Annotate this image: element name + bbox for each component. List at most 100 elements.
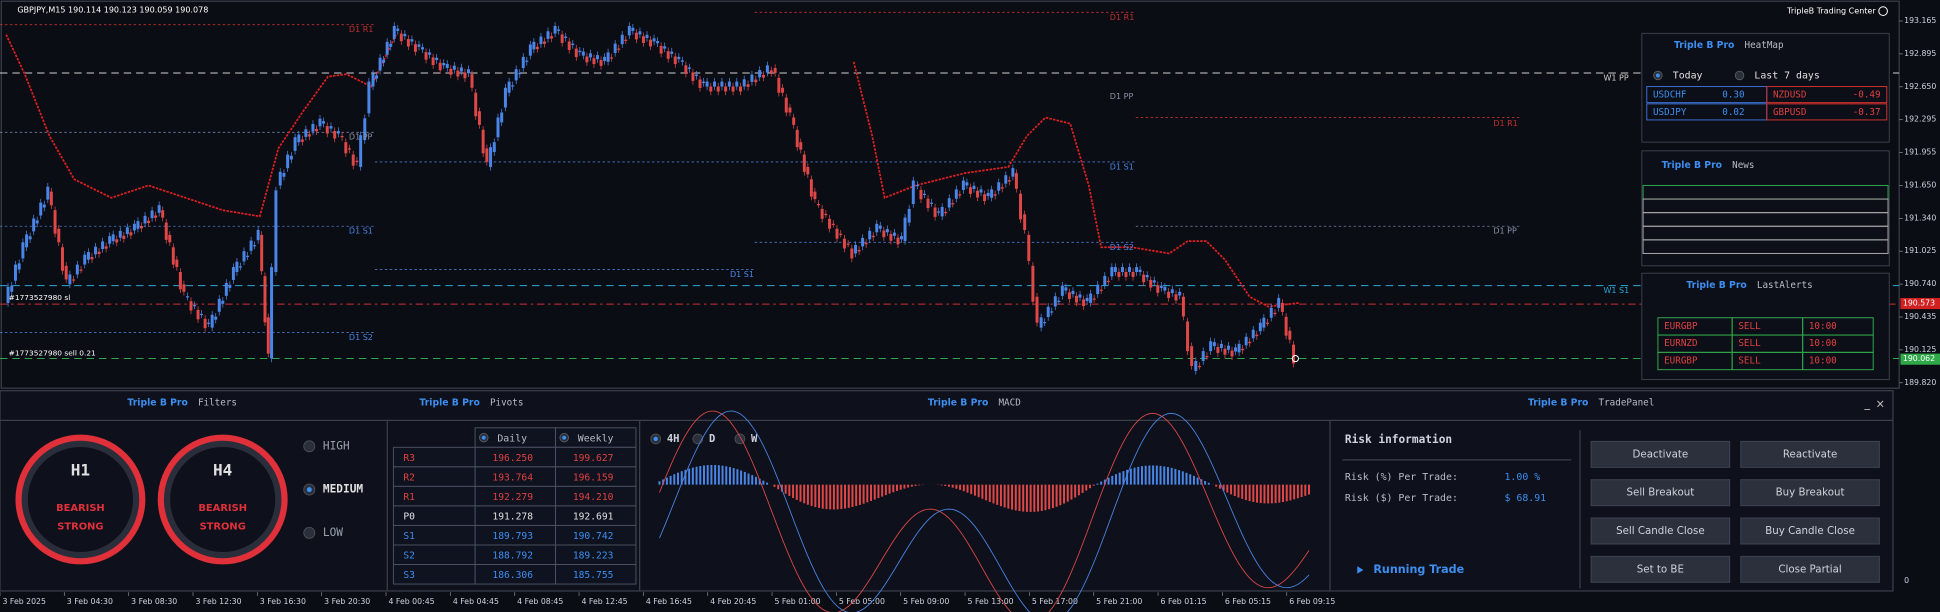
candle <box>1248 341 1252 344</box>
candle <box>1089 293 1093 303</box>
candle <box>185 296 189 298</box>
candle <box>1145 275 1149 278</box>
filter-level[interactable]: LOW <box>323 526 343 539</box>
radio[interactable] <box>303 526 316 539</box>
button-label[interactable]: Set to BE <box>1637 563 1684 575</box>
candle <box>907 208 911 223</box>
candle <box>694 74 698 76</box>
button-label[interactable]: Buy Breakout <box>1776 487 1845 499</box>
price-tick-label: 191.340 <box>1904 213 1936 222</box>
button-label[interactable]: Sell Candle Close <box>1616 525 1705 537</box>
candle <box>492 142 496 153</box>
button-label[interactable]: Sell Breakout <box>1627 487 1695 499</box>
candle <box>1251 329 1255 339</box>
heatmap-value: 0.02 <box>1722 107 1744 118</box>
minimize-button[interactable]: _ <box>1864 397 1871 410</box>
candle <box>1078 294 1082 298</box>
candle <box>278 171 282 186</box>
candle <box>868 230 872 240</box>
candle <box>1288 330 1292 340</box>
button[interactable] <box>1590 479 1731 507</box>
running-trade[interactable]: Running Trade <box>1373 563 1464 576</box>
macd-tab[interactable]: W <box>751 433 758 445</box>
candle <box>53 210 57 234</box>
candle <box>557 29 561 31</box>
candle <box>270 267 274 359</box>
heatmap-option[interactable]: Today <box>1673 70 1703 81</box>
heatmap-symbol: NZDUSD <box>1773 90 1806 101</box>
button-label[interactable]: Reactivate <box>1783 448 1837 460</box>
button[interactable] <box>1590 555 1731 583</box>
filter-level[interactable]: MEDIUM <box>323 483 364 496</box>
risk-label: Risk (%) Per Trade: <box>1345 472 1458 483</box>
price-marker-label: 190.573 <box>1903 299 1935 308</box>
button[interactable] <box>1590 517 1731 545</box>
candle <box>875 223 879 233</box>
level-label: D1 S2 <box>1110 243 1134 252</box>
candle <box>1023 214 1027 230</box>
candle <box>1050 311 1054 313</box>
candle <box>1110 267 1114 277</box>
candle <box>581 51 585 56</box>
button[interactable] <box>1740 517 1880 545</box>
candle <box>857 249 861 252</box>
radio[interactable] <box>303 440 316 453</box>
candle <box>228 284 232 288</box>
button[interactable] <box>1740 479 1880 507</box>
candle <box>535 46 539 50</box>
candle <box>300 139 304 142</box>
candle <box>246 255 250 257</box>
pivot-value: S3 <box>403 570 415 581</box>
radio[interactable] <box>692 433 704 445</box>
candle <box>17 263 21 270</box>
macd-tab[interactable]: D <box>709 433 715 445</box>
candle <box>1149 279 1153 288</box>
candle <box>806 166 810 175</box>
candle <box>691 72 695 81</box>
candle <box>46 186 50 200</box>
button[interactable] <box>1740 555 1880 583</box>
candle <box>784 97 788 113</box>
candle <box>266 317 270 354</box>
candle <box>835 228 839 239</box>
candle <box>926 198 930 209</box>
heatmap-option[interactable]: Last 7 days <box>1754 70 1819 81</box>
candle <box>961 180 965 190</box>
candle <box>820 208 824 219</box>
button-label[interactable]: Deactivate <box>1633 448 1689 460</box>
alert-cell <box>1802 351 1874 371</box>
candle <box>713 81 716 87</box>
candle <box>410 39 414 42</box>
price-series <box>6 22 1299 375</box>
candle <box>514 69 518 81</box>
candle <box>687 67 691 69</box>
candle <box>983 194 987 201</box>
candle <box>49 191 53 206</box>
filter-level[interactable]: HIGH <box>323 439 350 452</box>
current-price <box>1291 354 1299 363</box>
candle <box>727 81 731 87</box>
pivot-value: R3 <box>403 453 415 464</box>
button-label[interactable]: Buy Candle Close <box>1765 525 1855 537</box>
candle <box>1011 168 1015 177</box>
candle <box>260 234 264 272</box>
candle <box>325 126 329 134</box>
panel-brand: Triple B Pro <box>1674 40 1734 51</box>
button[interactable] <box>1590 440 1731 468</box>
radio[interactable] <box>1734 70 1745 81</box>
candle <box>684 65 688 74</box>
candle <box>919 189 923 200</box>
candle <box>122 235 126 239</box>
close-button[interactable]: × <box>1876 397 1885 410</box>
candle <box>25 234 29 248</box>
candle <box>1120 267 1124 272</box>
button-label[interactable]: Close Partial <box>1778 563 1841 575</box>
button[interactable] <box>1740 440 1880 468</box>
level-label: D1 PP <box>1110 92 1134 101</box>
price-tick-label: 191.650 <box>1904 180 1936 189</box>
price-tick-label: 193.165 <box>1904 16 1936 25</box>
candle <box>769 70 773 73</box>
macd-tab[interactable]: 4H <box>667 433 680 445</box>
candle <box>182 284 186 292</box>
candle <box>716 86 720 92</box>
